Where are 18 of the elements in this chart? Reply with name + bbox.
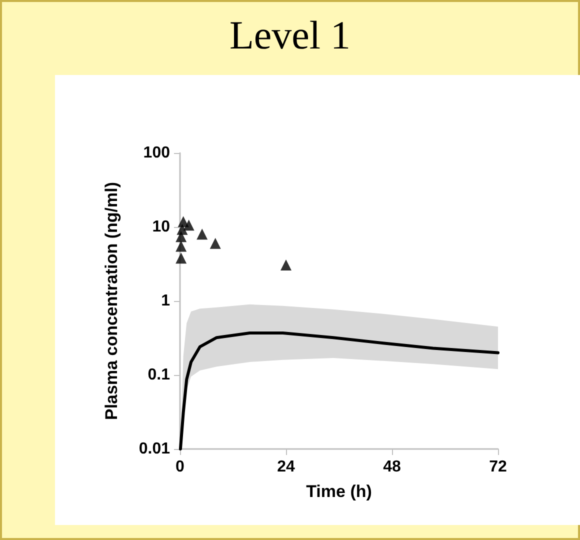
- y-tick-label: 0.1: [148, 366, 170, 384]
- point: [176, 252, 187, 264]
- y-tick-label: 10: [152, 218, 170, 236]
- y-tick-label: 0.01: [138, 440, 170, 458]
- x-tick-label: 72: [489, 458, 507, 476]
- chart-title: Level 1: [229, 12, 351, 58]
- point: [176, 240, 187, 252]
- x-tick-label: 0: [176, 458, 185, 476]
- y-tick-label: 1: [161, 292, 170, 310]
- x-tick-label: 48: [383, 458, 401, 476]
- point: [280, 260, 292, 271]
- y-tick-label: 100: [143, 144, 170, 162]
- y-axis-title: Plasma concentration (ng/ml): [102, 182, 121, 420]
- point: [196, 228, 208, 240]
- x-tick-label: 24: [277, 458, 295, 476]
- x-axis-title: Time (h): [306, 482, 372, 501]
- point: [210, 238, 221, 249]
- point: [183, 220, 194, 231]
